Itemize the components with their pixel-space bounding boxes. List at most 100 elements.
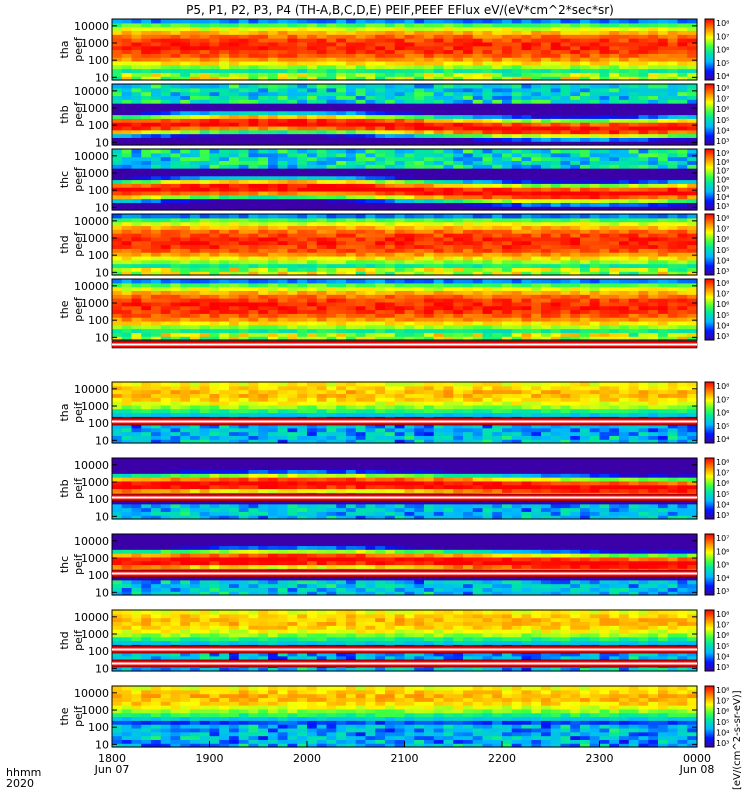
spectrogram-cell <box>365 229 376 234</box>
spectrogram-cell <box>521 286 532 292</box>
spectrogram-cell <box>355 95 367 100</box>
spectrogram-cell <box>180 141 191 146</box>
spectrogram-cell <box>502 22 513 28</box>
spectrogram-cell <box>307 68 318 73</box>
spectrogram-cell <box>511 214 523 219</box>
spectrogram-cell <box>453 168 464 173</box>
spectrogram-cell <box>141 156 152 162</box>
spectrogram-cell <box>658 160 669 165</box>
spectrogram-cell <box>619 164 630 169</box>
spectrogram-cell <box>170 286 181 292</box>
spectrogram-cell <box>160 49 172 54</box>
spectrogram-cell <box>404 152 415 158</box>
spectrogram-cell <box>346 19 357 24</box>
spectrogram-cell <box>112 26 123 32</box>
spectrogram-cell <box>433 233 445 238</box>
spectrogram-cell <box>628 320 640 326</box>
spectrogram-cell <box>209 198 220 203</box>
spectrogram-cell <box>482 294 493 299</box>
spectrogram-cell <box>355 336 367 341</box>
spectrogram-cell <box>170 34 181 39</box>
spectrogram-cell <box>287 290 298 295</box>
spectrogram-cell <box>677 76 688 81</box>
spectrogram-cell <box>112 233 123 238</box>
spectrogram-cell <box>394 279 406 284</box>
spectrogram-cell <box>531 279 542 284</box>
spectrogram-cell <box>570 41 581 47</box>
spectrogram-cell <box>492 225 503 230</box>
spectrogram-cell <box>199 60 211 66</box>
spectrogram-cell <box>531 214 542 219</box>
spectrogram-cell <box>151 206 162 211</box>
spectrogram-cell <box>424 183 435 188</box>
spectrogram-cell <box>628 183 640 188</box>
spectrogram-cell <box>648 332 659 337</box>
spectrogram-cell <box>492 317 503 322</box>
spectrogram-cell <box>560 164 571 169</box>
spectrogram-cell <box>502 122 513 127</box>
spectrogram-cell <box>687 38 698 43</box>
spectrogram-cell <box>589 214 601 219</box>
spectrogram-cell <box>375 271 386 276</box>
spectrogram-cell <box>229 76 240 81</box>
spectrogram-cell <box>190 221 201 227</box>
spectrogram-cell <box>414 99 425 104</box>
spectrogram-cell <box>219 240 230 246</box>
spectrogram-cell <box>375 76 386 81</box>
spectrogram-cell <box>433 179 445 184</box>
spectrogram-cell <box>151 38 162 43</box>
spectrogram-cell <box>521 179 532 184</box>
spectrogram-cell <box>131 91 142 97</box>
spectrogram-cell <box>550 156 562 162</box>
spectrogram-cell <box>346 294 357 299</box>
spectrogram-cell <box>209 87 220 93</box>
spectrogram-cell <box>463 57 474 62</box>
spectrogram-cell <box>570 171 581 177</box>
spectrogram-cell <box>482 206 493 211</box>
spectrogram-cell <box>619 225 630 230</box>
spectrogram-cell <box>511 294 523 299</box>
spectrogram-cell <box>502 286 513 292</box>
spectrogram-cell <box>648 118 659 123</box>
spectrogram-cell <box>160 221 172 227</box>
spectrogram-cell <box>424 294 435 299</box>
spectrogram-cell <box>307 19 318 24</box>
spectrogram-cell <box>404 125 415 131</box>
spectrogram-cell <box>482 53 493 58</box>
spectrogram-cell <box>160 122 172 127</box>
spectrogram-cell <box>550 106 562 112</box>
spectrogram-cell <box>190 279 201 284</box>
spectrogram-cell <box>277 290 289 295</box>
spectrogram-cell <box>209 122 220 127</box>
spectrogram-cell <box>658 164 669 169</box>
spectrogram-cell <box>677 324 688 330</box>
spectrogram-cell <box>336 263 347 268</box>
spectrogram-cell <box>511 336 523 341</box>
spectrogram-cell <box>170 202 181 207</box>
spectrogram-cell <box>365 217 376 223</box>
spectrogram-cell <box>589 206 601 211</box>
spectrogram-cell <box>190 149 201 154</box>
spectrogram-cell <box>326 26 337 32</box>
spectrogram-cell <box>424 317 435 322</box>
spectrogram-cell <box>433 187 445 192</box>
spectrogram-cell <box>619 320 630 326</box>
spectrogram-cell <box>570 168 581 173</box>
spectrogram-cell <box>151 57 162 62</box>
spectrogram-cell <box>531 106 542 112</box>
spectrogram-cell <box>375 328 386 333</box>
spectrogram-cell <box>687 164 698 169</box>
spectrogram-cell <box>219 301 230 307</box>
spectrogram-cell <box>648 129 659 135</box>
spectrogram-cell <box>209 164 220 169</box>
spectrogram-cell <box>609 95 620 100</box>
spectrogram-cell <box>151 156 162 162</box>
spectrogram-cell <box>160 309 172 314</box>
spectrogram-cell <box>511 64 523 70</box>
spectrogram-cell <box>638 298 649 303</box>
spectrogram-cell <box>229 26 240 32</box>
spectrogram-cell <box>433 49 445 54</box>
spectrogram-cell <box>560 160 571 165</box>
spectrogram-cell <box>190 194 201 200</box>
spectrogram-cell <box>287 53 298 58</box>
